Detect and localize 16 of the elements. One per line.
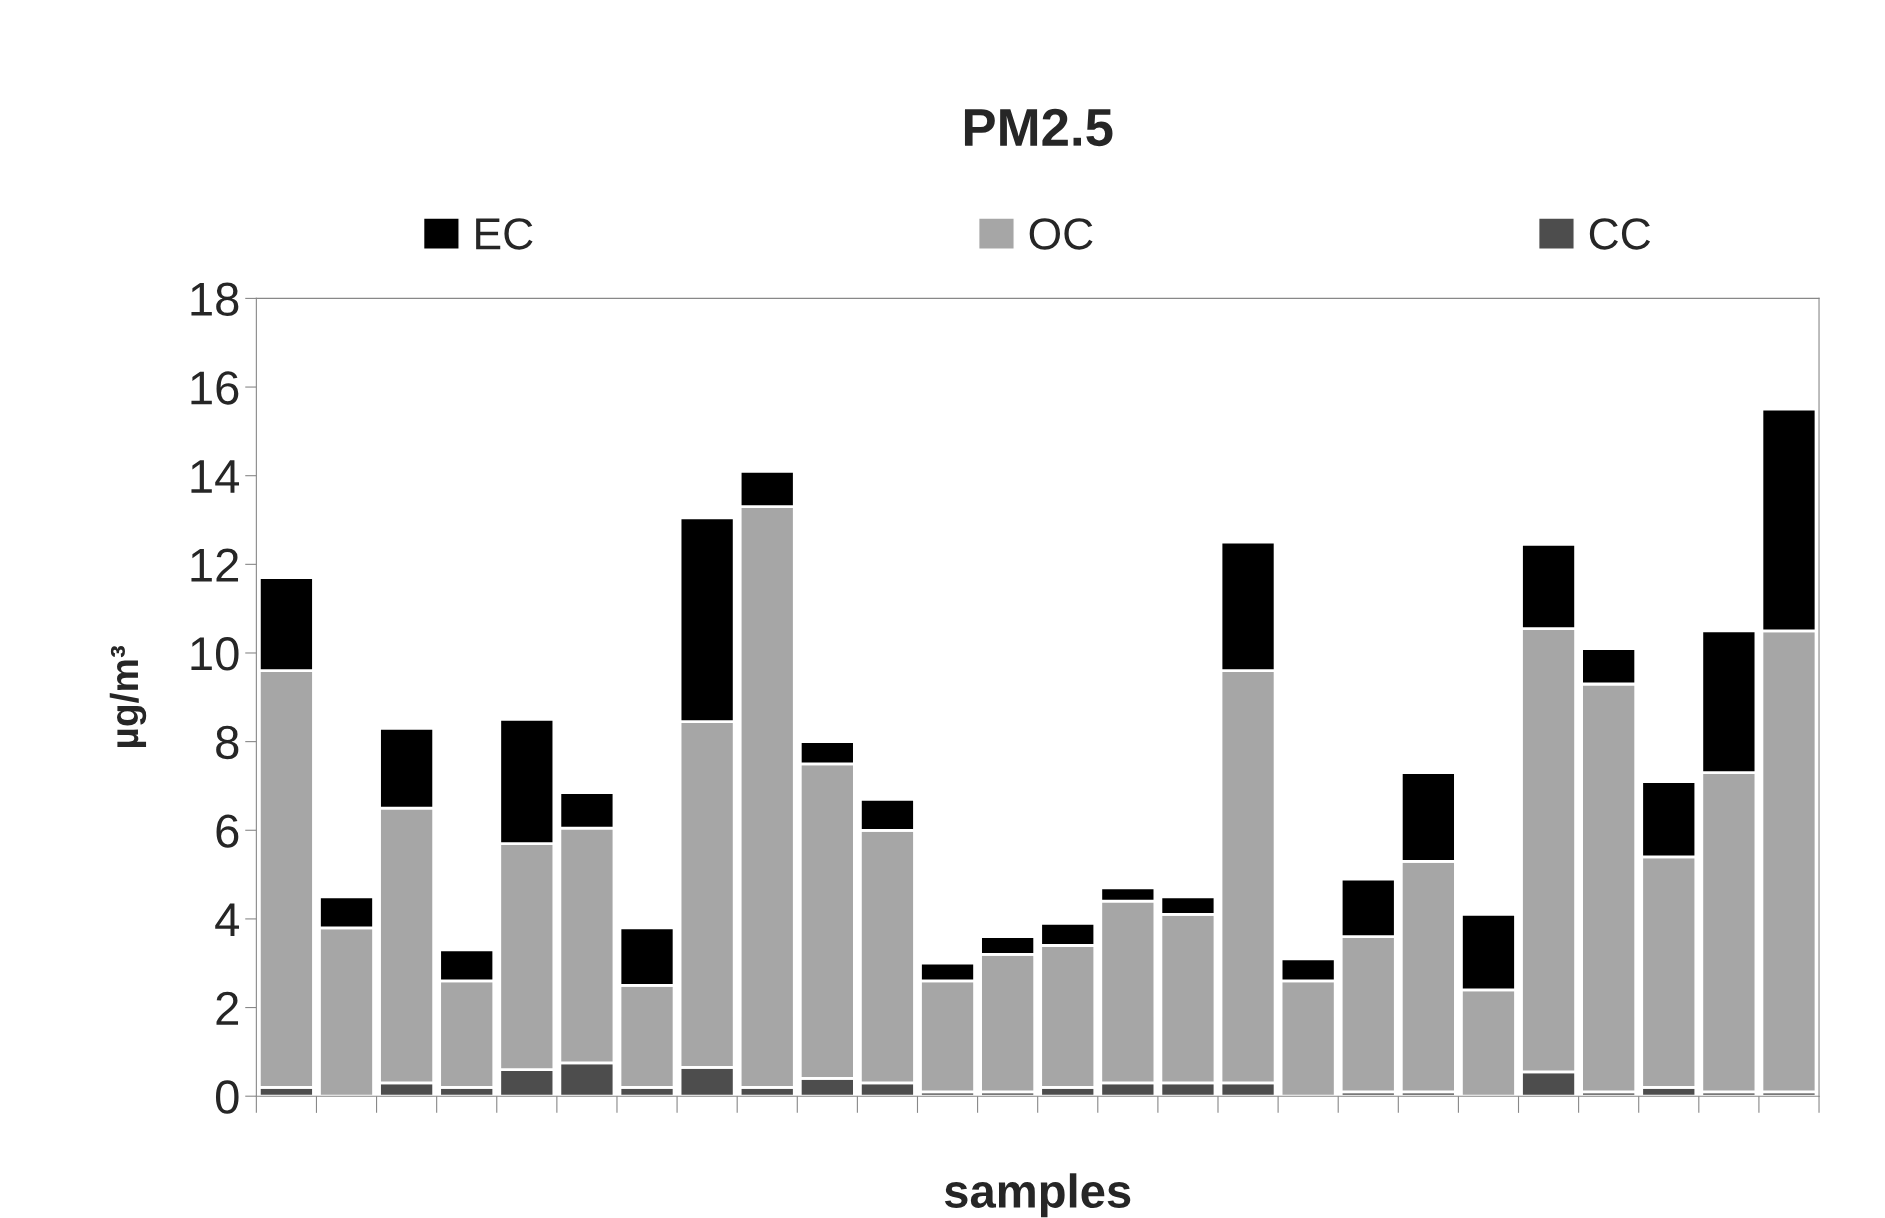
legend-label: OC (1029, 218, 1093, 250)
y-tick-label: 6 (216, 814, 239, 848)
y-tick-label: 16 (191, 371, 239, 405)
chart-title: PM2.5 (964, 108, 1113, 147)
y-tick-label: 14 (191, 460, 240, 493)
y-tick-label: 8 (216, 725, 239, 760)
y-tick-label: 2 (216, 991, 239, 1025)
y-tick-label: 18 (191, 282, 239, 316)
y-tick-label: 12 (191, 548, 239, 582)
y-tick-label: 0 (215, 1080, 239, 1114)
y-axis-title: µg/m³ (109, 645, 147, 748)
y-tick-label: 4 (215, 903, 240, 937)
legend-label: EC (476, 218, 533, 250)
x-axis-title: samples (944, 1173, 1131, 1218)
legend-label: CC (1589, 218, 1651, 250)
y-tick-label: 10 (191, 637, 239, 671)
